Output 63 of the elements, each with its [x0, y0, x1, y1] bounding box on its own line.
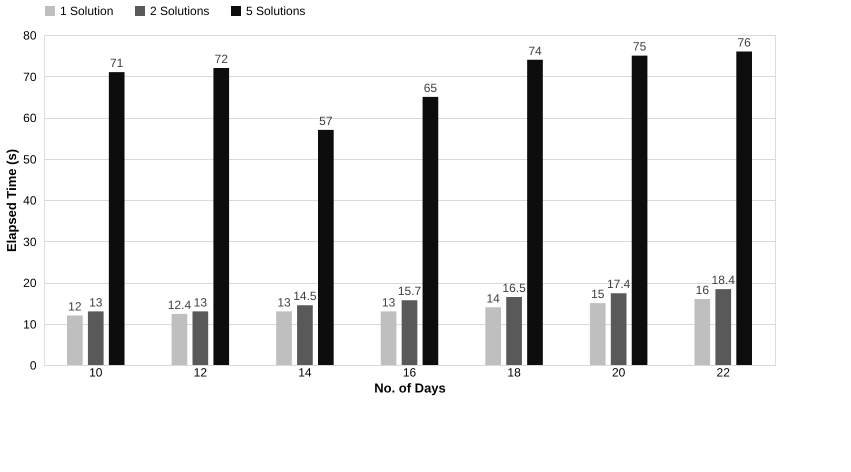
y-axis-title: Elapsed Time (s) — [4, 148, 20, 252]
y-tick-label: 30 — [23, 234, 37, 249]
x-tick-label: 10 — [89, 366, 103, 380]
data-label: 74 — [528, 44, 542, 58]
y-tick-label: 70 — [23, 70, 37, 84]
y-tick-label: 10 — [23, 317, 37, 332]
y-tick-label: 50 — [23, 152, 37, 166]
data-label: 15 — [591, 287, 605, 302]
bar — [380, 311, 396, 365]
bar — [506, 296, 522, 365]
data-label: 65 — [424, 80, 438, 95]
data-label: 13 — [89, 295, 103, 310]
bar — [402, 300, 418, 365]
y-tick-label: 80 — [23, 28, 37, 42]
y-tick-label: 0 — [30, 358, 37, 372]
data-label: 13 — [277, 295, 291, 310]
data-label: 71 — [110, 56, 124, 70]
x-tick-label: 14 — [298, 366, 312, 380]
bar — [67, 316, 83, 365]
x-axis-title: No. of Days — [374, 380, 446, 396]
data-label: 57 — [319, 114, 333, 128]
legend-label: 5 Solutions — [246, 4, 306, 18]
bar — [172, 314, 188, 365]
bar — [527, 60, 543, 365]
x-tick-label: 16 — [402, 366, 416, 380]
data-label: 76 — [737, 36, 752, 50]
data-label: 13 — [382, 295, 396, 310]
bar — [422, 96, 438, 365]
data-label: 14 — [486, 291, 500, 306]
data-label: 17.4 — [606, 277, 631, 292]
legend-label: 1 Solution — [60, 4, 114, 18]
data-label: 12.4 — [168, 298, 192, 312]
data-label: 16 — [696, 283, 710, 297]
bar — [715, 289, 732, 365]
bar — [276, 311, 292, 365]
data-label: 75 — [632, 40, 647, 54]
data-label: 72 — [214, 52, 228, 66]
x-tick-label: 18 — [507, 366, 522, 380]
x-tick-label: 20 — [612, 366, 626, 380]
bar — [192, 311, 208, 365]
data-label: 15.7 — [398, 284, 422, 298]
bar — [694, 299, 710, 365]
x-tick-label: 22 — [716, 366, 730, 380]
data-label: 14.5 — [293, 289, 317, 304]
data-label: 18.4 — [712, 273, 736, 288]
bar — [88, 311, 104, 365]
data-label: 12 — [68, 300, 82, 314]
bar — [736, 52, 752, 365]
bar — [610, 293, 626, 365]
legend-label: 2 Solutions — [150, 4, 210, 18]
bar — [213, 68, 230, 365]
bar — [318, 130, 334, 365]
bar — [108, 72, 125, 365]
data-label: 13 — [194, 295, 208, 310]
bar — [632, 56, 648, 365]
data-label: 16.5 — [502, 280, 526, 295]
bar — [297, 305, 313, 365]
y-tick-label: 40 — [23, 194, 37, 208]
y-tick-label: 60 — [23, 111, 37, 125]
bar — [590, 303, 606, 365]
y-tick-label: 20 — [23, 276, 37, 290]
x-tick-label: 12 — [194, 366, 208, 380]
bar — [485, 307, 502, 365]
